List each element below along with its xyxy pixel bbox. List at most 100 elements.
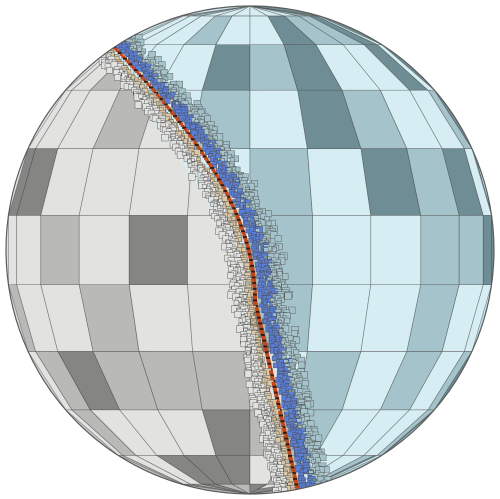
interface-refined-cell — [318, 484, 326, 491]
right-mesh-block-face — [491, 207, 494, 286]
interface-hot-cell — [128, 63, 133, 66]
right-mesh-cell — [420, 214, 460, 286]
interface-refined-cell — [59, 16, 66, 24]
interface-hot-cell — [119, 53, 124, 56]
interface-hot-cell — [200, 151, 205, 154]
interface-hot-cell — [292, 474, 297, 477]
interface-hot-cell — [68, 0, 72, 2]
interface-refined-cell — [287, 351, 292, 356]
interface-refined-cell — [306, 495, 313, 499]
interface-refined-cell — [263, 424, 268, 428]
interface-refined-cell — [306, 490, 313, 494]
interface-hot-cell — [244, 239, 249, 243]
interface-hot-cell — [193, 142, 198, 145]
interface-refined-cell — [236, 297, 242, 303]
interface-hot-cell — [140, 76, 145, 79]
interface-refined-cell — [92, 48, 98, 54]
interface-hot-cell — [256, 312, 260, 315]
interface-hot-cell — [246, 247, 251, 250]
interface-refined-cell — [109, 33, 115, 39]
interface-refined-cell — [59, 6, 64, 8]
interface-refined-cell — [325, 493, 331, 494]
interface-refined-cell — [91, 38, 99, 46]
left-mesh-cell — [16, 214, 42, 286]
interface-hot-cell — [250, 266, 255, 269]
interface-hot-cell — [287, 452, 292, 456]
interface-refined-cell — [195, 137, 200, 142]
interface-hot-cell — [253, 301, 258, 304]
interface-hot-cell — [252, 291, 257, 294]
interface-hot-cell — [213, 172, 218, 175]
interface-hot-cell — [253, 303, 258, 306]
interface-hot-cell — [289, 460, 294, 463]
interface-refined-cell — [90, 6, 96, 10]
interface-refined-cell — [83, 32, 89, 38]
interface-refined-cell — [308, 489, 314, 494]
interface-refined-cell — [304, 491, 309, 494]
interface-refined-cell — [252, 402, 260, 410]
interface-refined-cell — [101, 42, 108, 48]
interface-refined-cell — [98, 46, 104, 52]
interface-refined-cell — [99, 16, 107, 23]
interface-hot-cell — [168, 109, 173, 112]
interface-hot-cell — [276, 405, 281, 408]
interface-hot-cell — [103, 36, 108, 39]
interface-hot-cell — [295, 487, 300, 490]
interface-hot-cell — [263, 343, 267, 346]
interface-hot-cell — [248, 255, 253, 258]
interface-refined-cell — [84, 23, 90, 30]
interface-hot-cell — [260, 333, 265, 337]
interface-hot-cell — [263, 347, 268, 350]
interface-refined-cell — [235, 204, 240, 208]
interface-hot-cell — [252, 282, 257, 285]
interface-hot-cell — [250, 270, 255, 273]
interface-refined-cell — [97, 45, 104, 53]
interface-refined-cell — [101, 17, 106, 23]
interface-refined-cell — [122, 32, 128, 38]
interface-hot-cell — [79, 11, 84, 14]
interface-hot-cell — [171, 113, 176, 116]
interface-refined-cell — [293, 424, 297, 428]
interface-refined-cell — [293, 349, 300, 356]
interface-hot-cell — [291, 472, 296, 475]
interface-hot-cell — [284, 437, 289, 440]
interface-refined-cell — [71, 26, 77, 32]
interface-refined-cell — [60, 10, 67, 17]
interface-refined-cell — [89, 43, 95, 50]
interface-refined-cell — [121, 30, 128, 38]
interface-hot-cell — [296, 491, 301, 494]
interface-refined-cell — [108, 11, 116, 19]
interface-refined-cell — [59, 11, 67, 19]
interface-refined-cell — [287, 424, 291, 428]
interface-hot-cell — [170, 111, 174, 114]
interface-refined-cell — [283, 491, 288, 494]
interface-hot-cell — [264, 349, 269, 352]
interface-refined-cell — [61, 9, 66, 13]
interface-refined-cell — [88, 36, 94, 42]
interface-refined-cell — [284, 317, 291, 324]
interface-refined-cell — [91, 13, 97, 18]
interface-hot-cell — [165, 105, 170, 108]
interface-hot-cell — [75, 7, 80, 10]
interface-refined-cell — [64, 0, 68, 4]
interface-refined-cell — [75, 17, 80, 22]
interface-hot-cell — [183, 128, 188, 131]
interface-refined-cell — [84, 31, 92, 39]
interface-hot-cell — [242, 234, 247, 237]
interface-refined-cell — [316, 486, 322, 492]
interface-hot-cell — [258, 322, 263, 325]
interface-refined-cell — [225, 239, 230, 244]
interface-hot-cell — [238, 224, 243, 227]
interface-hot-cell — [257, 320, 262, 323]
interface-refined-cell — [235, 166, 241, 173]
interface-refined-cell — [102, 13, 107, 19]
interface-hot-cell — [296, 493, 301, 494]
interface-hot-cell — [254, 305, 259, 308]
interface-refined-cell — [83, 6, 88, 7]
interface-refined-cell — [71, 9, 78, 16]
interface-hot-cell — [110, 44, 115, 47]
interface-refined-cell — [236, 325, 244, 333]
interface-hot-cell — [212, 170, 217, 173]
interface-refined-cell — [59, 9, 65, 16]
interface-hot-cell — [130, 65, 135, 68]
